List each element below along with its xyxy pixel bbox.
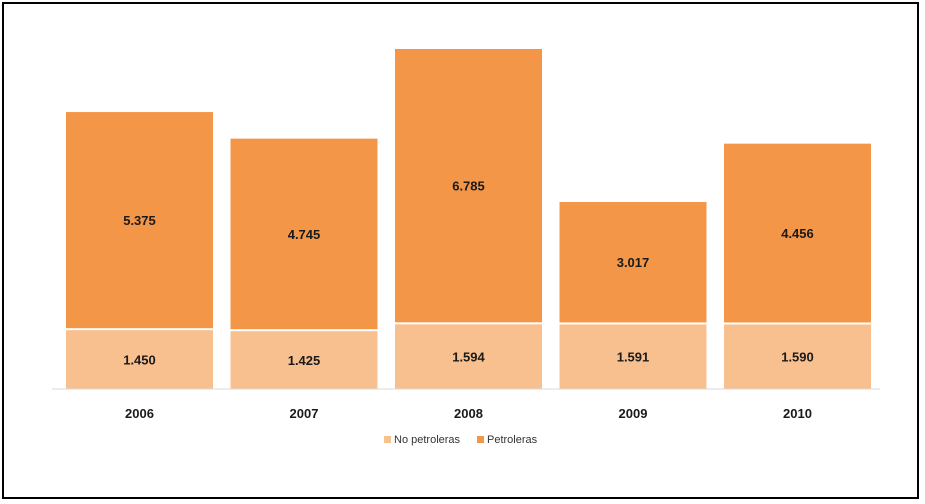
legend: No petroleras Petroleras — [384, 434, 538, 446]
bar-petroleras-2007 — [230, 138, 378, 330]
x-tick-label-2009: 2009 — [619, 406, 648, 421]
data-labels-layer: 1.450 5.375 1.425 4.745 1.594 6.785 1.591 3.017… — [123, 179, 814, 368]
x-tick-label-2008: 2008 — [454, 406, 483, 421]
legend-label-no-petroleras: No petroleras — [394, 434, 461, 446]
x-tick-label-2006: 2006 — [125, 406, 154, 421]
bar-no-petroleras-2006 — [66, 330, 213, 389]
data-label-petroleras-2010: 4.456 — [781, 226, 814, 241]
data-label-petroleras-2006: 5.375 — [123, 213, 156, 228]
data-label-no-petroleras-2006: 1.450 — [123, 353, 156, 368]
bar-petroleras-2010 — [724, 143, 871, 323]
x-tick-label-2010: 2010 — [783, 406, 812, 421]
bar-no-petroleras-2008 — [395, 324, 542, 389]
legend-swatch-no-petroleras — [384, 436, 391, 443]
legend-swatch-petroleras — [477, 436, 484, 443]
bar-no-petroleras-2009 — [559, 324, 707, 389]
data-label-no-petroleras-2010: 1.590 — [781, 350, 814, 365]
data-label-no-petroleras-2009: 1.591 — [617, 350, 650, 365]
bar-petroleras-2008 — [395, 49, 542, 323]
data-label-petroleras-2007: 4.745 — [288, 227, 321, 242]
data-label-petroleras-2009: 3.017 — [617, 255, 650, 270]
bar-no-petroleras-2007 — [230, 331, 378, 389]
x-tick-labels: 2006 2007 2008 2009 2010 — [125, 406, 812, 421]
x-tick-label-2007: 2007 — [290, 406, 319, 421]
bar-petroleras-2009 — [559, 202, 707, 323]
legend-label-petroleras: Petroleras — [487, 434, 538, 446]
bar-petroleras-2006 — [66, 112, 213, 329]
data-label-no-petroleras-2007: 1.425 — [288, 353, 321, 368]
bar-no-petroleras-2010 — [724, 324, 871, 389]
data-label-no-petroleras-2008: 1.594 — [452, 350, 485, 365]
data-label-petroleras-2008: 6.785 — [452, 179, 485, 194]
bars-layer — [66, 49, 871, 389]
